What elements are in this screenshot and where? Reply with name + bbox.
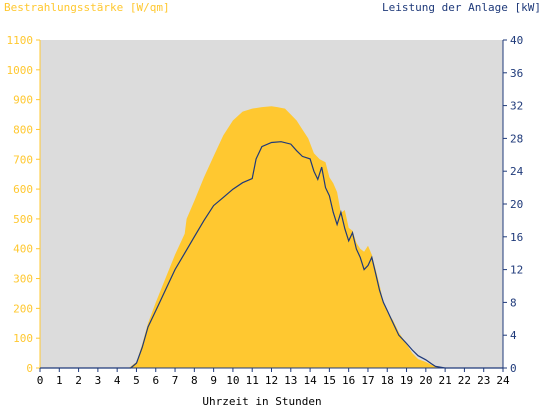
- y-right-tick-label: 0: [510, 362, 517, 375]
- x-tick-label: 15: [323, 374, 336, 387]
- x-tick-label: 22: [458, 374, 471, 387]
- y-right-tick-label: 20: [510, 198, 523, 211]
- right-axis-title: Leistung der Anlage [kW]: [382, 1, 541, 14]
- x-tick-label: 12: [265, 374, 278, 387]
- x-tick-label: 5: [133, 374, 140, 387]
- x-tick-label: 23: [477, 374, 490, 387]
- y-left-tick-label: 1000: [7, 64, 34, 77]
- x-tick-label: 21: [439, 374, 452, 387]
- x-tick-label: 7: [172, 374, 179, 387]
- axes-layer: 0100200300400500600700800900100011000481…: [7, 34, 524, 387]
- y-right-tick-label: 8: [510, 296, 517, 309]
- series-area-irradiance: [40, 106, 503, 368]
- x-tick-label: 3: [95, 374, 102, 387]
- x-tick-label: 17: [361, 374, 374, 387]
- x-tick-label: 20: [419, 374, 432, 387]
- y-left-tick-label: 900: [13, 94, 33, 107]
- series-layer: [40, 106, 503, 369]
- y-left-tick-label: 700: [13, 153, 33, 166]
- y-right-tick-label: 12: [510, 264, 523, 277]
- x-axis-label: Uhrzeit in Stunden: [202, 395, 321, 408]
- x-tick-label: 24: [496, 374, 510, 387]
- x-tick-label: 13: [284, 374, 297, 387]
- y-right-tick-label: 24: [510, 165, 524, 178]
- y-left-tick-label: 300: [13, 273, 33, 286]
- x-tick-label: 11: [246, 374, 259, 387]
- x-tick-label: 2: [75, 374, 82, 387]
- y-left-tick-label: 100: [13, 332, 33, 345]
- x-tick-label: 18: [381, 374, 394, 387]
- y-right-tick-label: 28: [510, 132, 523, 145]
- y-left-tick-label: 600: [13, 183, 33, 196]
- y-left-tick-label: 200: [13, 302, 33, 315]
- x-tick-label: 16: [342, 374, 355, 387]
- y-right-tick-label: 36: [510, 67, 523, 80]
- y-left-tick-label: 0: [26, 362, 33, 375]
- y-right-tick-label: 32: [510, 100, 523, 113]
- y-left-tick-label: 500: [13, 213, 33, 226]
- x-tick-label: 10: [226, 374, 239, 387]
- y-left-tick-label: 800: [13, 123, 33, 136]
- y-right-tick-label: 40: [510, 34, 523, 47]
- y-left-tick-label: 1100: [7, 34, 34, 47]
- left-axis-title: Bestrahlungsstärke [W/qm]: [4, 1, 170, 14]
- x-tick-label: 9: [210, 374, 217, 387]
- x-tick-label: 0: [37, 374, 44, 387]
- y-left-tick-label: 400: [13, 243, 33, 256]
- x-tick-label: 19: [400, 374, 413, 387]
- x-tick-label: 8: [191, 374, 198, 387]
- series-line-power: [40, 141, 503, 369]
- x-tick-label: 14: [303, 374, 317, 387]
- x-tick-label: 1: [56, 374, 63, 387]
- y-right-tick-label: 4: [510, 329, 517, 342]
- y-right-tick-label: 16: [510, 231, 523, 244]
- x-tick-label: 6: [152, 374, 159, 387]
- x-tick-label: 4: [114, 374, 121, 387]
